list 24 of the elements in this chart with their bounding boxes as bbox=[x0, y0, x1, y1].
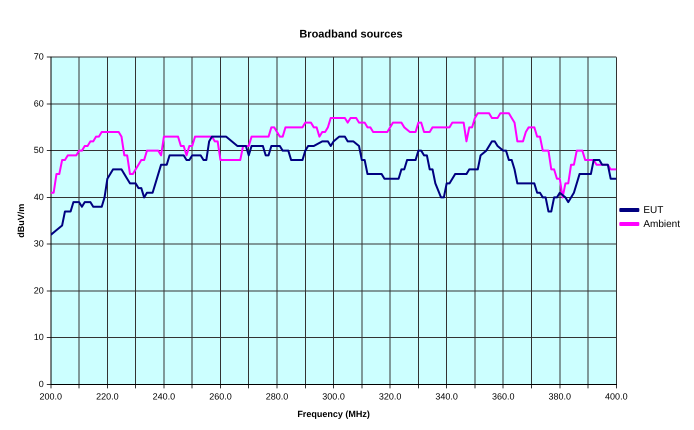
y-tick-label: 10 bbox=[34, 332, 44, 342]
x-tick-label: 400.0 bbox=[605, 391, 628, 402]
y-tick-label: 60 bbox=[34, 98, 44, 108]
x-tick-label: 240.0 bbox=[152, 391, 176, 402]
y-tick-label: 70 bbox=[34, 52, 44, 62]
x-tick-label: 260.0 bbox=[209, 391, 232, 402]
x-tick-label: 220.0 bbox=[96, 391, 119, 402]
y-tick-label: 40 bbox=[34, 192, 44, 202]
y-tick-label: 20 bbox=[34, 285, 44, 296]
x-tick-label: 200.0 bbox=[40, 391, 62, 402]
x-tick-label: 300.0 bbox=[322, 391, 345, 402]
x-tick-label: 380.0 bbox=[548, 391, 572, 402]
chart-title: Broadband sources bbox=[299, 28, 403, 41]
x-tick-label: 360.0 bbox=[492, 391, 514, 402]
legend-label: Ambient bbox=[643, 218, 680, 230]
x-axis-title: Frequency (MHz) bbox=[297, 409, 370, 420]
y-tick-label: 0 bbox=[38, 378, 44, 389]
x-tick-label: 340.0 bbox=[435, 391, 458, 402]
y-tick-label: 50 bbox=[34, 145, 44, 156]
x-tick-label: 320.0 bbox=[378, 391, 402, 402]
x-tick-label: 280.0 bbox=[266, 391, 288, 402]
y-axis-title: dBuV/m bbox=[16, 204, 26, 238]
legend-label: EUT bbox=[643, 204, 664, 216]
y-tick-label: 30 bbox=[34, 238, 44, 249]
